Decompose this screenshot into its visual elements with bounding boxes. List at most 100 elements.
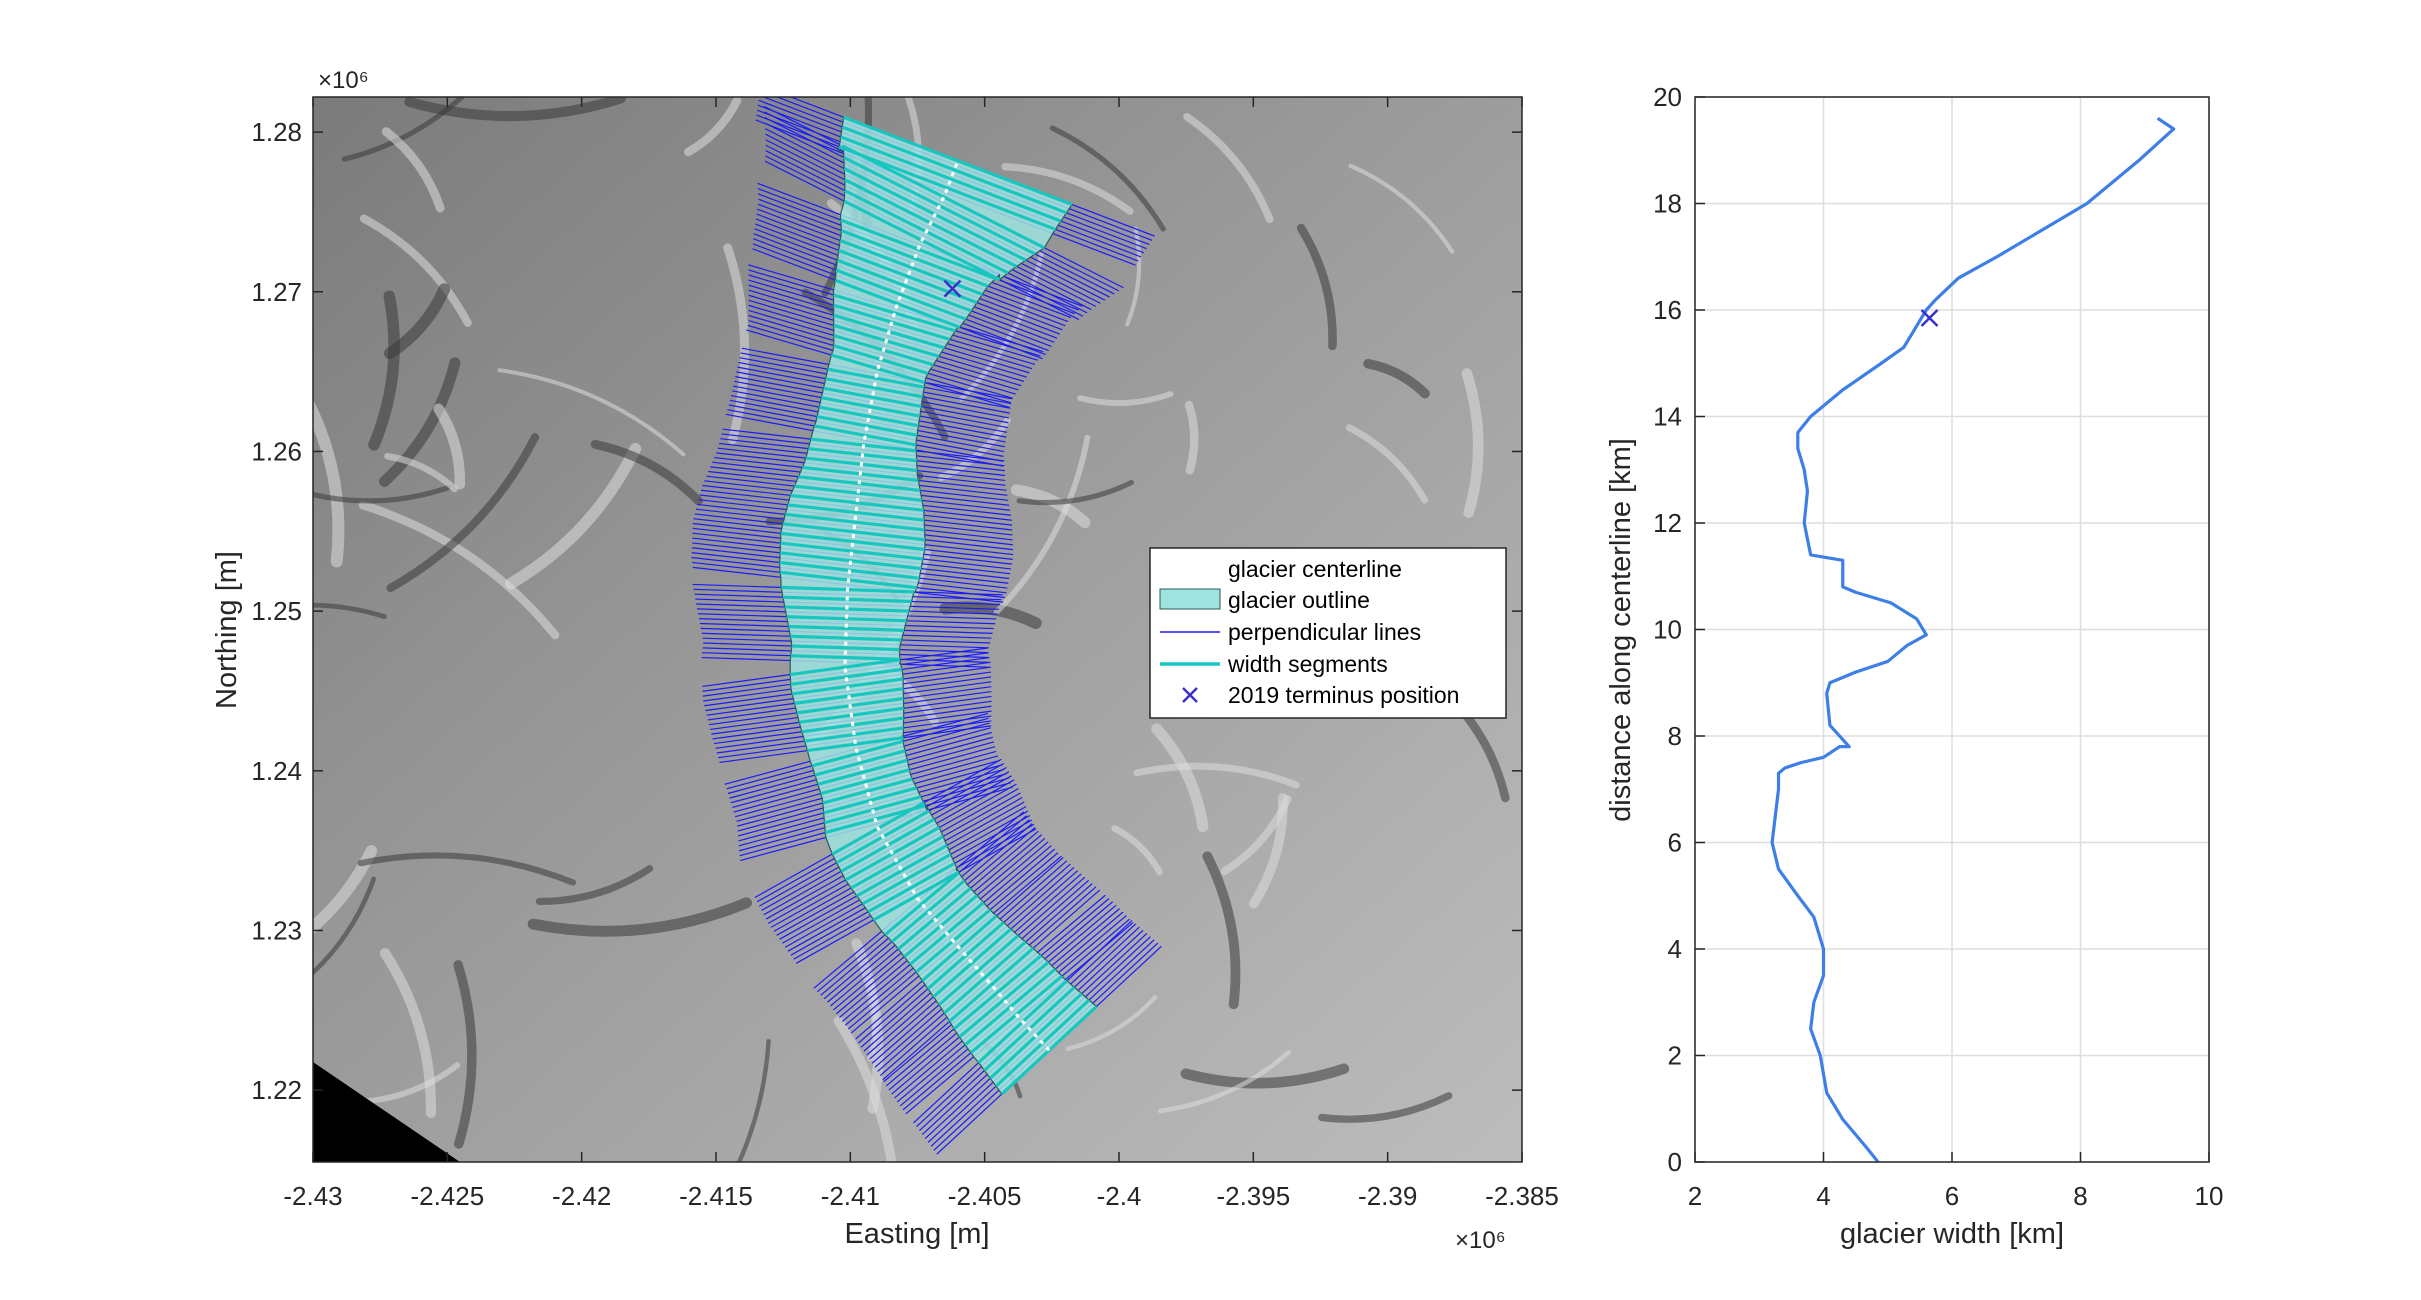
- terrain-ridge: [1133, 762, 1300, 789]
- map-y-tick-label: 1.25: [251, 596, 302, 626]
- terminus-marker-stroke: [943, 279, 962, 298]
- legend-box: [1149, 547, 1507, 719]
- width-segment: [785, 512, 925, 532]
- legend-swatch-outline: [1159, 588, 1221, 610]
- terrain-ridge: [1202, 851, 1241, 1010]
- width-segment: [814, 749, 906, 777]
- width-segment: [780, 541, 924, 561]
- width-x-tick-label: 6: [1945, 1181, 1959, 1211]
- width-y-tick-label: 2: [1668, 1041, 1682, 1071]
- width-y-tick-label: 12: [1653, 508, 1682, 538]
- width-segment: [786, 615, 907, 623]
- width-x-axis-label: glacier width [km]: [1840, 1218, 2064, 1250]
- width-segment: [823, 386, 922, 409]
- terrain-ridge: [359, 214, 472, 327]
- terrain-ridge: [368, 290, 400, 451]
- map-y-axis-label: Northing [m]: [211, 551, 243, 709]
- width-segment: [948, 947, 1035, 1023]
- terrain-ridge: [1125, 226, 1142, 327]
- width-segment: [790, 493, 924, 512]
- map-x-tick-label: -2.385: [1485, 1181, 1559, 1211]
- terrain-ridge: [357, 852, 577, 886]
- map-x-tick-label: -2.395: [1216, 1181, 1290, 1211]
- terrain-ridge: [453, 960, 477, 1149]
- terrain-ridge: [404, 97, 626, 122]
- width-y-tick-label: 8: [1668, 721, 1682, 751]
- width-segment: [836, 258, 972, 313]
- map-y-tick-label: 1.22: [251, 1075, 302, 1105]
- width-segment: [814, 424, 917, 447]
- map-x-tick-label: -2.39: [1358, 1181, 1417, 1211]
- width-x-tick-label: 4: [1816, 1181, 1830, 1211]
- terrain-ridge: [1183, 113, 1274, 224]
- terrain-ridge: [381, 127, 445, 213]
- width-segment: [835, 268, 967, 321]
- width-segment: [872, 870, 960, 922]
- width-segment: [884, 871, 960, 936]
- width-segment: [821, 396, 921, 418]
- terrain-ridge: [379, 948, 437, 1118]
- width-segment: [867, 861, 956, 914]
- legend-label-centerline: glacier centerline: [1228, 556, 1402, 582]
- width-segment: [789, 658, 900, 677]
- terrain-ridge: [1363, 358, 1430, 399]
- width-segment: [943, 940, 1027, 1015]
- width-segment: [817, 758, 908, 786]
- width-y-tick-label: 6: [1668, 828, 1682, 858]
- terrain-ridge: [993, 434, 1091, 615]
- width-segment: [838, 145, 1057, 231]
- terrain-ridge: [379, 357, 461, 487]
- terrain-ridge: [1180, 1063, 1350, 1089]
- terrain-ridge: [590, 439, 703, 506]
- map-y-tick-label: 1.27: [251, 277, 302, 307]
- terrain-ridge: [1001, 163, 1134, 215]
- terrain-ridge: [1220, 794, 1292, 876]
- width-segment: [953, 954, 1043, 1031]
- width-segment: [790, 634, 902, 642]
- terrain-ridge: [386, 433, 540, 593]
- map-panel: -2.43 -2.425 -2.42 -2.415 -2.41 -2.405 -2.4 -2.…: [211, 67, 1559, 1254]
- width-segment: [822, 777, 913, 805]
- terrain-ridge: [358, 500, 560, 640]
- terrain-ridge: [1184, 400, 1199, 475]
- width-y-tick-label: 10: [1653, 615, 1682, 645]
- map-x-tick-label: -2.425: [410, 1181, 484, 1211]
- map-x-axis-label: Easting [m]: [844, 1218, 989, 1250]
- terrain-ridge: [1157, 1050, 1291, 1114]
- terrain-ridge: [958, 251, 1044, 402]
- width-segment: [825, 377, 924, 399]
- width-y-tick-label: 4: [1668, 934, 1682, 964]
- map-y-tick-label: 1.24: [251, 756, 302, 786]
- width-terminus-marker: [1920, 309, 1939, 327]
- map-legend: glacier centerline glacier outline perpe…: [1149, 547, 1507, 719]
- terrain-ridge: [684, 97, 742, 157]
- width-segment: [788, 624, 905, 632]
- y-exponent-label: ×10⁶: [318, 67, 369, 94]
- width-segment: [842, 144, 1046, 250]
- width-segment: [818, 405, 919, 428]
- width-segment: [834, 278, 961, 329]
- width-y-tick-label: 18: [1653, 189, 1682, 219]
- glacier-centerline: [843, 160, 1051, 1052]
- terrain-ridge: [358, 1062, 461, 1105]
- width-series-line: [1770, 116, 2176, 1164]
- width-segment: [820, 768, 910, 796]
- terrain-ridge: [384, 452, 458, 493]
- width-segment: [964, 967, 1057, 1047]
- width-segment: [790, 667, 903, 686]
- width-segment: [1000, 1005, 1098, 1096]
- width-x-tick-label: 8: [2073, 1181, 2087, 1211]
- width-y-tick-label: 0: [1668, 1147, 1682, 1177]
- width-segment: [841, 125, 1068, 215]
- map-axes-box: [312, 96, 1523, 1163]
- width-terminus-marker-stroke: [1920, 309, 1939, 327]
- nodata-corner: [313, 1062, 460, 1162]
- terrain-ridge: [1296, 223, 1337, 351]
- width-y-tick-label: 14: [1653, 402, 1682, 432]
- width-segments: [779, 115, 1098, 1096]
- terrain-ridge: [433, 403, 466, 490]
- terrain-ridge: [1318, 1092, 1453, 1123]
- legend-label-terminus: 2019 terminus position: [1228, 682, 1459, 708]
- terrain-ridge: [1111, 825, 1163, 876]
